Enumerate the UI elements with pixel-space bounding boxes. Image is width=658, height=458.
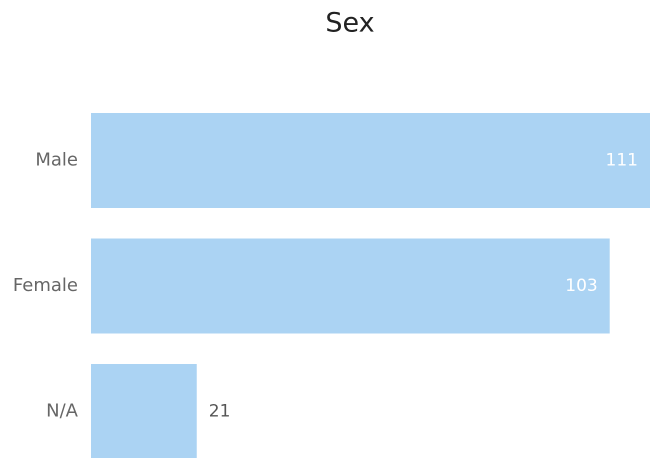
data-label: 103 [565, 276, 597, 296]
y-tick-label: Female [13, 275, 78, 296]
bar [91, 364, 197, 458]
y-tick-label: N/A [46, 401, 79, 422]
bar [91, 238, 610, 334]
bar [91, 113, 650, 208]
data-label: 111 [606, 151, 638, 171]
chart-title: Sex [325, 8, 374, 39]
y-tick-label: Male [35, 150, 78, 171]
data-label: 21 [209, 402, 231, 422]
